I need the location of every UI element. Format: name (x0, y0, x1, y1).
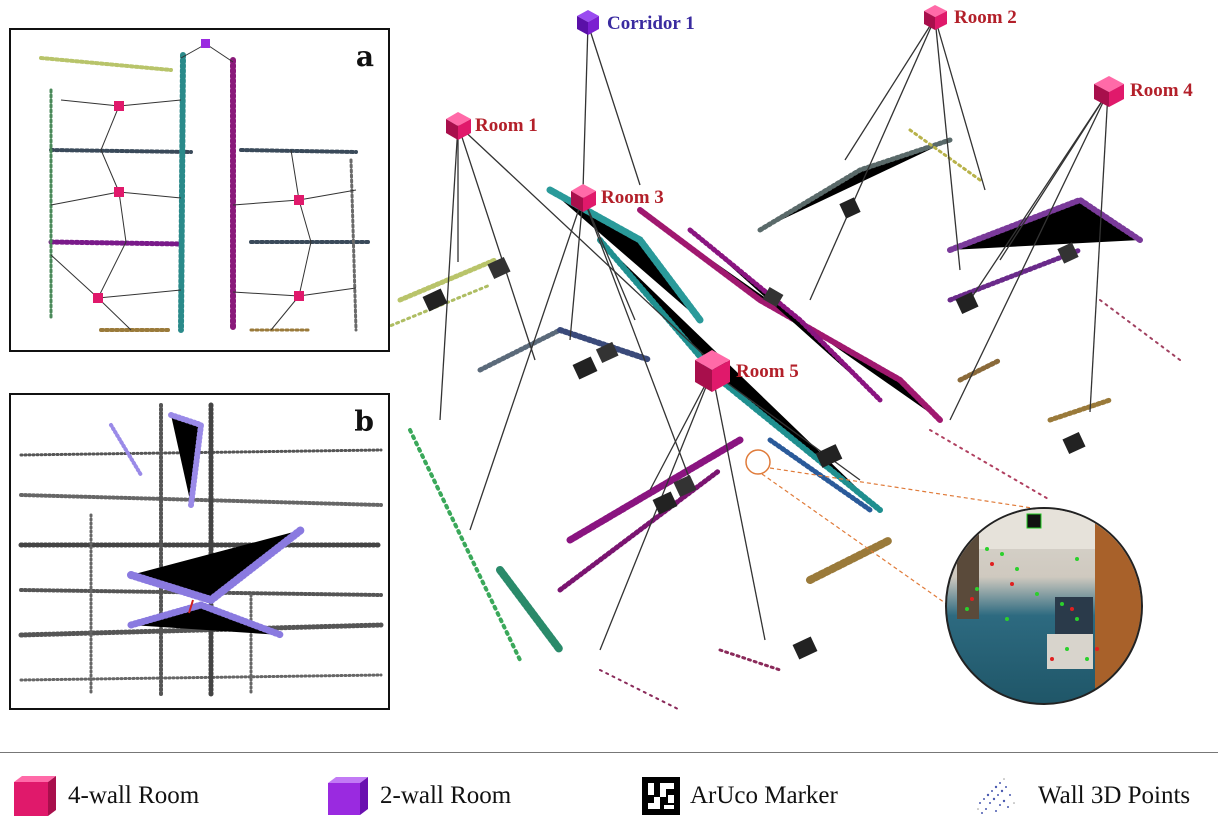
room-node-icon (294, 195, 304, 205)
zoom-highlight-circle (745, 449, 771, 475)
room-node-icon (294, 291, 304, 301)
room-1-node[interactable] (446, 112, 471, 140)
room-2-label: Room 2 (954, 7, 1017, 28)
aruco-marker (815, 444, 843, 468)
legend-two-wall-room-label: 2-wall Room (380, 782, 512, 809)
legend-wall-3d-points-label: Wall 3D Points (1038, 782, 1191, 809)
aruco-marker-icon (642, 777, 680, 815)
aruco-marker (673, 474, 697, 498)
aruco-marker (652, 491, 678, 515)
aruco-markers (422, 197, 1086, 660)
corridor-node-icon (201, 39, 210, 48)
room-4-node[interactable] (1094, 76, 1124, 107)
aruco-marker (1057, 242, 1079, 264)
aruco-marker (422, 288, 448, 312)
room-1-label: Room 1 (475, 115, 538, 136)
aruco-marker (762, 286, 784, 308)
panel-b-label: b (354, 405, 374, 438)
camera-zoom-inset (945, 507, 1143, 705)
legend-four-wall-room: 4-wall Room (12, 773, 199, 819)
wall-points-icon (977, 778, 1015, 814)
aruco-marker (487, 256, 511, 280)
corridor-1-label: Corridor 1 (607, 13, 695, 34)
panel-a-topdown-graph: a (9, 28, 390, 352)
legend-two-wall-room: 2-wall Room (326, 773, 511, 819)
legend-wall-3d-points: Wall 3D Points (970, 773, 1190, 819)
room-4-label: Room 4 (1130, 80, 1193, 101)
aruco-marker (839, 197, 861, 219)
two-wall-room-icon (328, 777, 368, 815)
legend-divider (0, 752, 1218, 753)
corridor-1-node[interactable] (577, 10, 599, 35)
room-3-label: Room 3 (601, 187, 664, 208)
panel-b-point-cloud: b (9, 393, 390, 710)
room-2-node[interactable] (924, 5, 947, 30)
scene-graph-view (378, 5, 1181, 711)
panel-a-label: a (355, 40, 374, 73)
aruco-marker (595, 341, 619, 364)
room-node-icon (93, 293, 103, 303)
panel-a-diagram (39, 39, 373, 333)
graph-edges (439, 17, 1109, 651)
room-5-node[interactable] (695, 350, 730, 392)
legend-aruco-marker: ArUco Marker (642, 773, 838, 819)
room-3-node[interactable] (571, 184, 596, 212)
aruco-marker (792, 636, 818, 660)
room-node-icon (114, 101, 124, 111)
aruco-marker (1062, 431, 1086, 455)
aruco-marker (572, 356, 598, 380)
panel-b-diagram (18, 402, 384, 698)
room-node-icon (114, 187, 124, 197)
legend-four-wall-room-label: 4-wall Room (68, 782, 200, 809)
four-wall-room-icon (14, 776, 56, 816)
legend-aruco-marker-label: ArUco Marker (690, 782, 838, 809)
room-5-label: Room 5 (736, 361, 799, 382)
aruco-marker (955, 291, 979, 315)
